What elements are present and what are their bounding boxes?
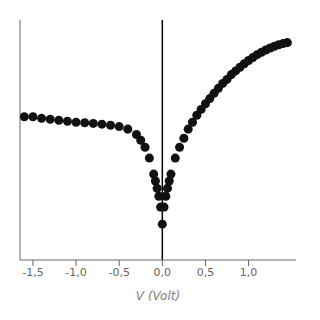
svg-text:-0,5: -0,5: [108, 266, 129, 279]
svg-text:-1,5: -1,5: [22, 266, 43, 279]
svg-text:1,0: 1,0: [240, 266, 258, 279]
svg-text:0,5: 0,5: [197, 266, 215, 279]
svg-text:0,0: 0,0: [154, 266, 172, 279]
svg-text:-1,0: -1,0: [65, 266, 86, 279]
svg-text:V (Volt): V (Volt): [136, 289, 180, 303]
